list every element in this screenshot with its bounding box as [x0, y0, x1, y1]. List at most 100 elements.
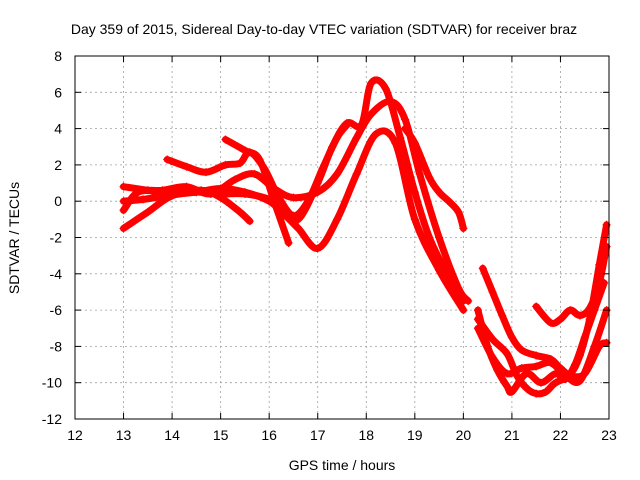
data-point: [435, 188, 444, 197]
data-point: [435, 233, 444, 242]
data-point: [522, 369, 531, 378]
data-point: [138, 195, 147, 204]
chart-title: Day 359 of 2015, Sidereal Day-to-day VTE…: [71, 21, 577, 37]
data-point: [488, 335, 497, 344]
data-point: [537, 378, 546, 387]
data-point: [503, 349, 512, 358]
series-pass-e: [119, 186, 254, 233]
y-tick-label: -8: [50, 338, 63, 354]
data-point: [352, 169, 361, 178]
data-point: [240, 189, 249, 198]
y-tick-label: -6: [50, 302, 63, 318]
data-point: [532, 389, 541, 398]
data-point: [240, 146, 249, 155]
data-point: [517, 346, 526, 355]
x-tick-labels: 12 13 14 15 16 17 18 19 20 21 22 23: [67, 427, 617, 443]
x-tick-label: 12: [67, 427, 83, 443]
x-tick-label: 14: [164, 427, 180, 443]
x-tick-label: 17: [310, 427, 326, 443]
data-point: [352, 133, 361, 142]
x-axis-label: GPS time / hours: [289, 457, 396, 473]
data-point: [585, 315, 594, 324]
data-point: [284, 238, 293, 247]
data-point: [478, 264, 487, 273]
data-point: [551, 378, 560, 387]
y-tick-label: -4: [50, 266, 63, 282]
data-point: [401, 115, 410, 124]
y-tick-label: 4: [54, 121, 62, 137]
data-point: [289, 193, 298, 202]
data-point: [367, 79, 376, 88]
data-point: [556, 315, 565, 324]
data-point: [575, 311, 584, 320]
data-point: [541, 387, 550, 396]
data-point: [216, 193, 225, 202]
y-tick-labels: -12 -10 -8 -6 -4 -2 0 2 4 6 8: [42, 48, 62, 427]
x-tick-label: 22: [553, 427, 569, 443]
y-tick-label: 6: [54, 84, 62, 100]
data-point: [425, 173, 434, 182]
y-tick-label: 2: [54, 157, 62, 173]
data-point: [255, 155, 264, 164]
data-point: [595, 278, 604, 287]
data-point: [512, 371, 521, 380]
data-point: [270, 197, 279, 206]
x-tick-label: 19: [407, 427, 423, 443]
data-point: [119, 197, 128, 206]
data-point: [507, 387, 516, 396]
data-point: [245, 217, 254, 226]
data-point: [488, 287, 497, 296]
data-point: [444, 273, 453, 282]
data-point: [294, 224, 303, 233]
data-point: [585, 304, 594, 313]
data-point: [221, 160, 230, 169]
x-tick-label: 21: [504, 427, 520, 443]
data-point: [575, 351, 584, 360]
data-point: [503, 382, 512, 391]
data-point: [304, 197, 313, 206]
data-point: [367, 110, 376, 119]
data-point: [221, 135, 230, 144]
data-point: [425, 233, 434, 242]
data-point: [202, 168, 211, 177]
data-point: [410, 139, 419, 148]
data-point: [546, 318, 555, 327]
y-tick-label: -10: [42, 375, 62, 391]
data-point: [546, 358, 555, 367]
data-point: [522, 384, 531, 393]
data-point: [517, 364, 526, 373]
data-point: [134, 188, 143, 197]
data-point: [415, 169, 424, 178]
data-point: [143, 208, 152, 217]
series-pass-g: [401, 124, 468, 233]
data-point: [454, 208, 463, 217]
data-point: [342, 120, 351, 129]
data-point: [444, 197, 453, 206]
x-tick-label: 18: [358, 427, 374, 443]
data-point: [357, 120, 366, 129]
data-point: [532, 302, 541, 311]
data-point: [507, 333, 516, 342]
data-point: [168, 191, 177, 200]
series-trace: [163, 121, 351, 220]
data-point: [488, 353, 497, 362]
y-tick-label: -12: [42, 411, 62, 427]
data-point: [503, 369, 512, 378]
y-tick-label: -2: [50, 230, 63, 246]
data-point: [396, 133, 405, 142]
y-axis-label: SDTVAR / TECUs: [6, 182, 22, 294]
data-point: [197, 186, 206, 195]
data-point: [289, 211, 298, 220]
x-tick-label: 15: [213, 427, 229, 443]
data-point: [333, 133, 342, 142]
x-tick-label: 23: [601, 427, 617, 443]
data-point: [371, 130, 380, 139]
data-point: [381, 84, 390, 93]
data-point: [566, 373, 575, 382]
data-point: [236, 159, 245, 168]
x-tick-label: 20: [456, 427, 472, 443]
data-point: [410, 188, 419, 197]
data-point: [318, 164, 327, 173]
data-point: [163, 155, 172, 164]
data-point: [333, 169, 342, 178]
